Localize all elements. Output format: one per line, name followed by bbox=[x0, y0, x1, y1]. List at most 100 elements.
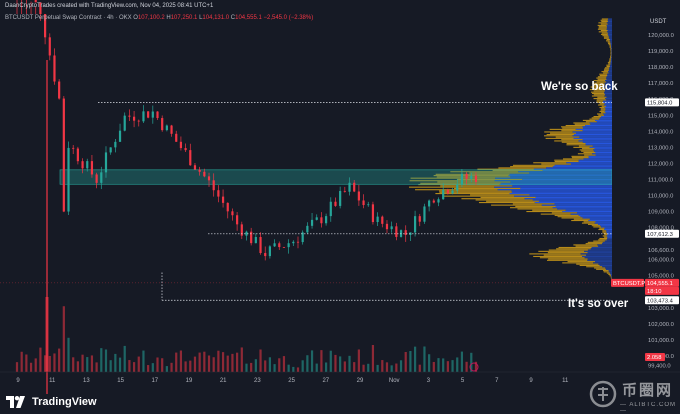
volume-bar bbox=[250, 362, 253, 372]
profile-bar bbox=[597, 76, 607, 78]
profile-bar bbox=[593, 149, 612, 151]
profile-bar bbox=[589, 122, 612, 124]
volume-bar bbox=[212, 357, 215, 372]
profile-bar bbox=[609, 40, 612, 42]
profile-bar bbox=[584, 257, 612, 259]
candle-body bbox=[62, 98, 65, 212]
volume-bar bbox=[423, 346, 426, 372]
profile-bar bbox=[599, 74, 608, 77]
profile-bar bbox=[599, 107, 605, 109]
badge-mid-level-bg bbox=[645, 229, 679, 238]
profile-bar bbox=[597, 96, 607, 98]
author-line: DaanCryptoTrades created with TradingVie… bbox=[5, 3, 214, 9]
profile-bar bbox=[593, 116, 602, 118]
candle-body bbox=[156, 111, 159, 119]
profile-bar bbox=[604, 83, 612, 86]
profile-bar bbox=[609, 59, 611, 61]
candle-body bbox=[109, 147, 112, 153]
profile-bar bbox=[437, 181, 511, 183]
candle-body bbox=[357, 191, 360, 201]
volume-bar bbox=[39, 347, 42, 372]
profile-bar bbox=[602, 235, 607, 237]
profile-bar bbox=[533, 168, 612, 170]
price-tick-label: 109,000.0 bbox=[648, 210, 674, 216]
volume-bar bbox=[132, 362, 136, 372]
profile-bar bbox=[440, 185, 513, 187]
volume-bar bbox=[207, 355, 211, 372]
candle-body bbox=[90, 161, 94, 175]
profile-bar bbox=[546, 259, 588, 261]
candle-body bbox=[193, 165, 197, 170]
profile-bar bbox=[605, 267, 612, 269]
profile-bar bbox=[601, 226, 612, 228]
volume-bar bbox=[48, 355, 51, 372]
profile-bar bbox=[591, 246, 612, 249]
candle-body bbox=[278, 243, 281, 248]
profile-bar bbox=[606, 65, 610, 68]
volume-bar bbox=[118, 357, 122, 372]
profile-bar bbox=[611, 53, 612, 55]
profile-bar bbox=[603, 113, 612, 115]
profile-bar bbox=[598, 31, 607, 33]
volume-bar bbox=[296, 367, 300, 372]
badge-symbol-bg bbox=[611, 278, 644, 287]
volume-bar bbox=[123, 345, 126, 372]
profile-bar bbox=[514, 195, 612, 197]
profile-bar bbox=[600, 109, 606, 111]
volume-bar bbox=[128, 360, 131, 372]
profile-bar bbox=[595, 221, 612, 223]
profile-bar bbox=[420, 182, 501, 184]
event-marker-icon bbox=[469, 362, 479, 372]
volume-bar bbox=[53, 353, 56, 372]
profile-bar bbox=[608, 44, 611, 46]
price-axis[interactable]: USDT 120,000.0 119,000.0 118,000.0 117,000.0… bbox=[612, 0, 680, 372]
candle-body bbox=[259, 237, 262, 254]
volume-bar bbox=[245, 363, 248, 372]
watermark-subtext: — ALIBTC.COM — bbox=[620, 402, 677, 414]
profile-bar bbox=[601, 243, 612, 245]
profile-bar bbox=[578, 214, 612, 216]
candle-body bbox=[245, 231, 248, 236]
symbol-legend[interactable]: BTCUSDT Perpetual Swap Contract · 4h · O… bbox=[5, 15, 313, 21]
profile-bar bbox=[606, 22, 612, 24]
date-tick-label: Nov bbox=[389, 378, 400, 384]
volume-bar bbox=[456, 357, 459, 372]
candle-body bbox=[95, 174, 98, 183]
profile-bar bbox=[595, 154, 612, 156]
tradingview-logo[interactable]: TradingView bbox=[6, 394, 97, 410]
price-tick-label: 117,000.0 bbox=[648, 81, 673, 87]
profile-bar bbox=[603, 104, 612, 106]
profile-bar bbox=[554, 164, 612, 166]
volume-bar bbox=[371, 345, 375, 372]
candle-body bbox=[292, 241, 295, 244]
profile-bar bbox=[561, 217, 583, 219]
profile-bar bbox=[605, 90, 612, 92]
profile-bar bbox=[604, 85, 612, 87]
profile-bar bbox=[603, 36, 609, 38]
candle-body bbox=[442, 189, 445, 200]
candle-body bbox=[123, 115, 126, 131]
profile-bar bbox=[606, 231, 612, 233]
profile-bar bbox=[534, 202, 612, 204]
profile-bar bbox=[593, 226, 602, 228]
profile-bar bbox=[562, 262, 594, 264]
price-tick-label: 110,000.0 bbox=[648, 194, 673, 200]
volume-bar bbox=[151, 363, 154, 372]
profile-bar bbox=[571, 157, 589, 159]
profile-bar bbox=[610, 60, 612, 62]
profile-bar bbox=[610, 277, 612, 279]
profile-bar bbox=[598, 239, 607, 241]
profile-bar bbox=[579, 149, 594, 151]
profile-bar bbox=[587, 241, 603, 243]
date-tick-label: 29 bbox=[357, 378, 364, 384]
time-axis[interactable]: 9 11 13 15 17 19 21 23 25 27 29 Nov 3 5 7 9 11 bbox=[0, 371, 680, 384]
profile-bar bbox=[592, 82, 605, 84]
price-tick-label: 101,000.0 bbox=[648, 338, 674, 344]
date-tick-label: 11 bbox=[562, 378, 569, 384]
profile-bar bbox=[574, 123, 591, 125]
profile-bar bbox=[576, 132, 612, 134]
profile-bar bbox=[591, 117, 601, 119]
volume-bar bbox=[278, 358, 281, 372]
watermark: 币圈网 — ALIBTC.COM — bbox=[586, 377, 680, 414]
